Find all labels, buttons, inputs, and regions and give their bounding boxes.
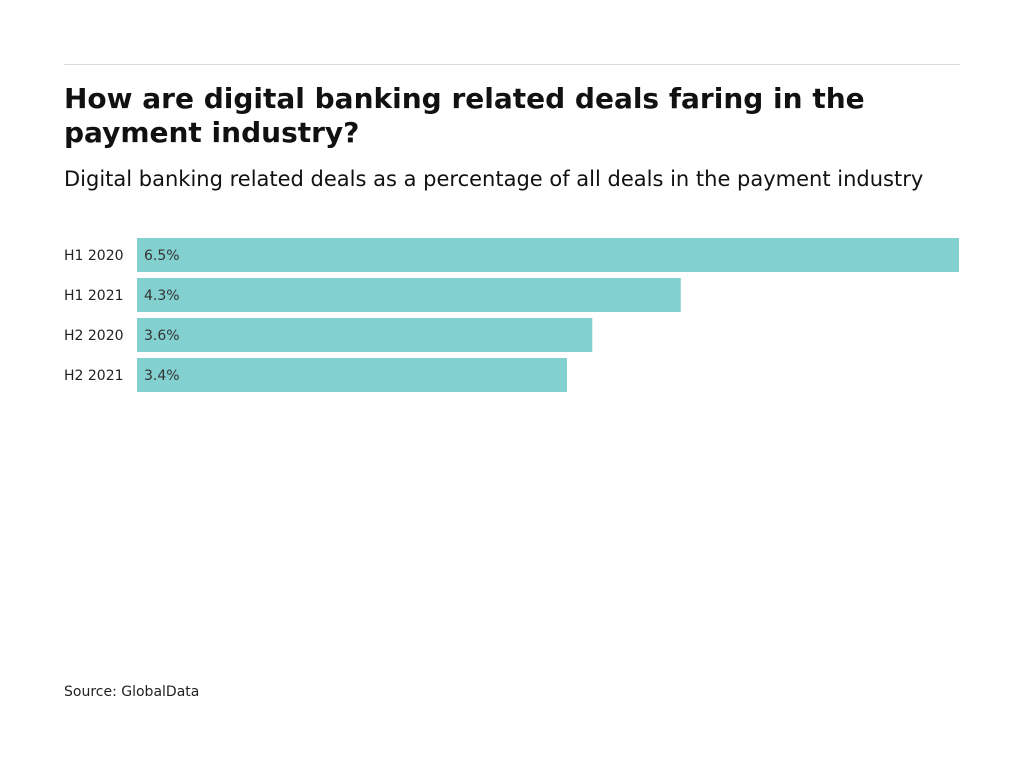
value-label: 6.5% [144, 248, 180, 264]
source-note: Source: GlobalData [64, 684, 200, 700]
top-divider [64, 64, 960, 65]
value-label: 4.3% [144, 288, 180, 304]
category-label: H2 2020 [64, 328, 124, 344]
chart-title: How are digital banking related deals fa… [64, 82, 865, 149]
chart-subtitle: Digital banking related deals as a perce… [64, 167, 924, 191]
bar-h2-2021 [137, 358, 567, 392]
bar-h1-2021 [137, 278, 681, 312]
value-label: 3.4% [144, 368, 180, 384]
bar-h1-2020 [137, 238, 959, 272]
category-label: H1 2020 [64, 248, 124, 264]
value-label: 3.6% [144, 328, 180, 344]
category-label: H2 2021 [64, 368, 124, 384]
bar-h2-2020 [137, 318, 593, 352]
category-label: H1 2021 [64, 288, 124, 304]
